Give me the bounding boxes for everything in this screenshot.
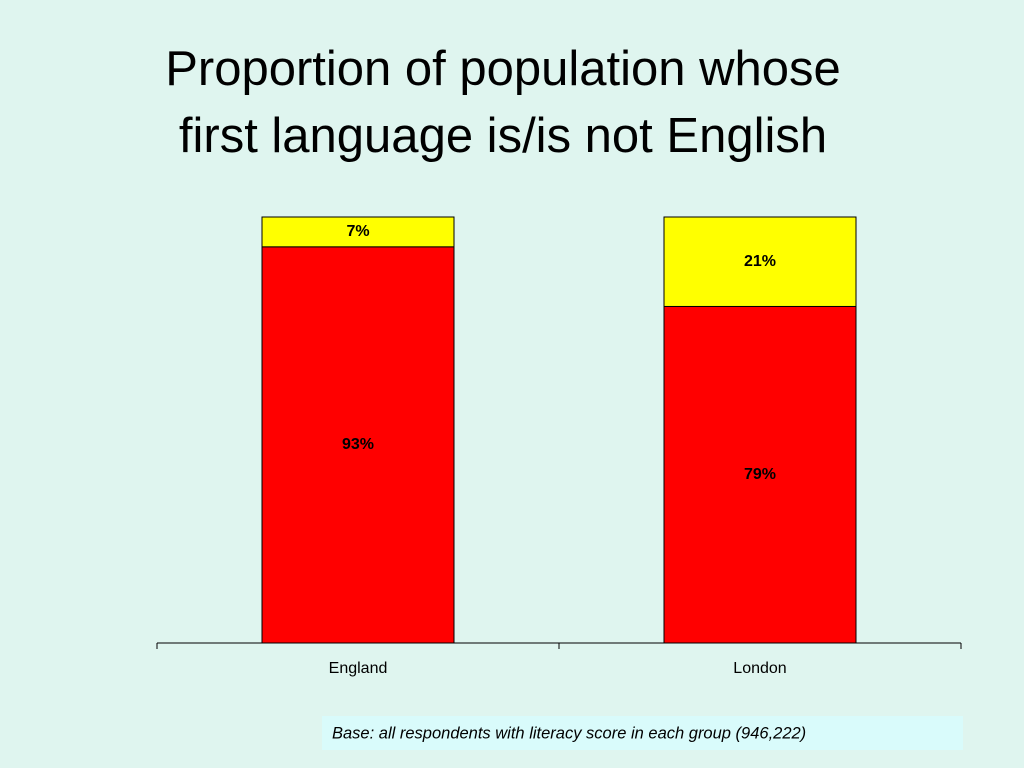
bar-segment (261, 216, 455, 248)
footnote-box (322, 716, 963, 750)
bar-segment (663, 216, 857, 307)
x-tick-label: London (733, 660, 786, 677)
bar-segment (663, 305, 857, 644)
value-label: 7% (346, 223, 369, 240)
footnote: Base: all respondents with literacy scor… (332, 724, 806, 742)
x-tick-label: England (329, 660, 388, 677)
bar-segment (261, 246, 455, 644)
chart-title: first language is/is not English (179, 109, 827, 163)
chart-title: Proportion of population whose (165, 42, 841, 96)
value-label: 79% (744, 466, 776, 483)
value-label: 93% (342, 436, 374, 453)
value-label: 21% (744, 253, 776, 270)
